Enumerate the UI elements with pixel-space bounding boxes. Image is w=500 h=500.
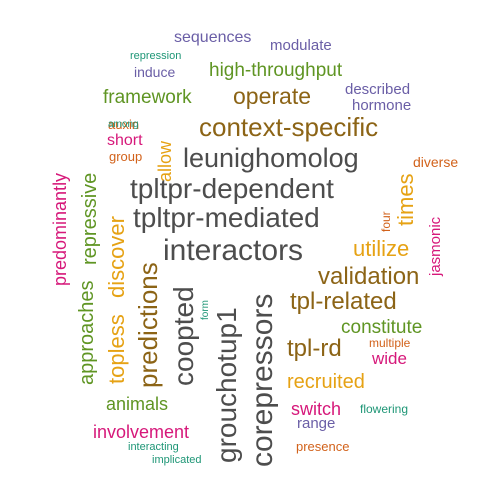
word-recruited: recruited xyxy=(287,371,365,393)
word-hormone: hormone xyxy=(352,97,412,114)
word-switch: switch xyxy=(291,399,342,419)
word-induce: induce xyxy=(134,64,176,80)
word-repressive: repressive xyxy=(79,172,101,265)
word-tpltpr-mediated: tpltpr-mediated xyxy=(133,202,320,233)
word-coopted: coopted xyxy=(168,286,199,386)
word-allow: allow xyxy=(155,140,175,182)
word-validation: validation xyxy=(318,263,420,290)
word-leunighomolog: leunighomolog xyxy=(183,143,359,173)
word-constitute: constitute xyxy=(341,317,423,338)
word-high-throughput: high-throughput xyxy=(209,60,343,81)
word-tpltpr-dependent: tpltpr-dependent xyxy=(130,173,334,204)
word-group: group xyxy=(109,149,143,164)
word-framework: framework xyxy=(103,87,192,108)
word-repression: repression xyxy=(130,50,182,62)
word-interactors: interactors xyxy=(163,234,304,267)
word-flowering: flowering xyxy=(360,402,409,416)
word-four: four xyxy=(379,211,393,232)
word-tpl-related: tpl-related xyxy=(290,288,397,315)
word-modulate: modulate xyxy=(270,37,332,54)
word-interacting: interacting xyxy=(128,441,179,453)
word-operate: operate xyxy=(233,83,312,109)
word-corepressors: corepressors xyxy=(246,293,279,467)
word-multiple: multiple xyxy=(369,336,411,350)
word-times: times xyxy=(393,173,418,226)
word-described: described xyxy=(345,81,411,98)
word-approaches: approaches xyxy=(76,280,98,385)
word-tpl-rd: tpl-rd xyxy=(287,335,342,362)
word-among: among xyxy=(108,119,139,130)
word-discover: discover xyxy=(104,216,129,298)
word-utilize: utilize xyxy=(353,236,410,261)
word-form: form xyxy=(200,300,211,320)
word-topless: topless xyxy=(104,314,129,384)
word-presence: presence xyxy=(296,439,350,454)
word-jasmonic: jasmonic xyxy=(427,216,444,276)
word-context-specific: context-specific xyxy=(199,112,379,142)
word-sequences: sequences xyxy=(174,29,252,46)
word-predominantly: predominantly xyxy=(50,172,70,286)
word-wide: wide xyxy=(372,349,407,368)
word-short: short xyxy=(107,132,143,149)
word-involvement: involvement xyxy=(93,422,190,442)
word-grouchotup1: grouchotup1 xyxy=(211,307,242,463)
word-animals: animals xyxy=(106,394,169,414)
word-predictions: predictions xyxy=(133,262,163,388)
word-implicated: implicated xyxy=(152,454,202,466)
word-auxin: auxin xyxy=(108,117,140,132)
word-range: range xyxy=(297,415,336,432)
word-diverse: diverse xyxy=(413,154,459,170)
